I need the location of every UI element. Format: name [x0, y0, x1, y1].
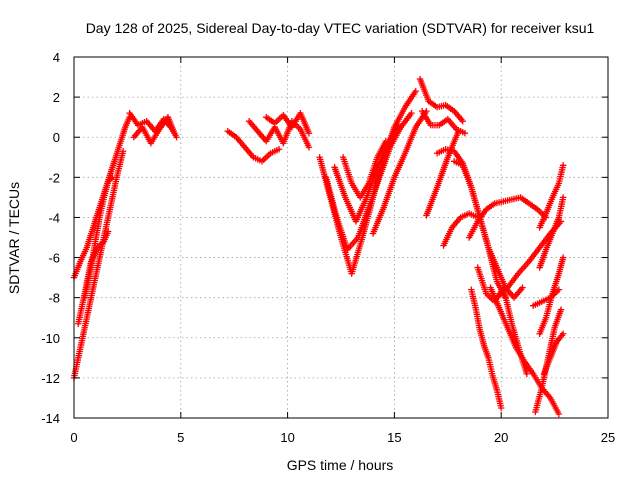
y-tick-label: -8 [48, 291, 60, 306]
x-tick-label: 20 [494, 430, 508, 445]
data-point [104, 228, 112, 235]
y-tick-label: -14 [41, 411, 60, 426]
series-arc-9 [263, 109, 313, 137]
series-arc-4 [75, 228, 112, 327]
data-point [275, 146, 283, 153]
series-arc-15 [416, 75, 466, 125]
axis-ticks [73, 56, 609, 419]
y-axis-label: SDTVAR / TECUs [6, 182, 22, 294]
x-tick-label: 0 [70, 430, 77, 445]
data-point [395, 121, 402, 129]
series-arc-27 [532, 306, 565, 416]
data-point [555, 410, 563, 418]
series-arc-24 [487, 284, 563, 418]
data-point [474, 214, 481, 221]
x-tick-label: 25 [601, 430, 615, 445]
y-tick-label: 4 [53, 50, 60, 65]
data-point [459, 117, 466, 125]
series-arc-21 [440, 210, 481, 249]
x-tick-label: 15 [387, 430, 401, 445]
series-arc-30 [540, 330, 567, 378]
series-arc-26 [536, 254, 567, 337]
data-point [519, 284, 526, 291]
data-point [557, 306, 565, 313]
data-point [109, 174, 116, 181]
data-points [70, 75, 567, 418]
data-point [559, 162, 567, 169]
plot-frame [73, 56, 609, 419]
data-point [173, 134, 180, 141]
series-arc-1 [70, 113, 133, 281]
x-tick-label: 5 [177, 430, 184, 445]
data-point [559, 254, 567, 261]
series-arc-20 [465, 194, 550, 241]
series-arc-17 [423, 128, 462, 219]
series-arc-14 [369, 107, 430, 237]
data-point [171, 130, 178, 137]
y-tick-label: -6 [48, 251, 60, 266]
data-point [305, 130, 313, 137]
data-point [559, 330, 567, 337]
x-tick-label: 10 [280, 430, 294, 445]
data-point [305, 144, 313, 151]
data-point [461, 130, 469, 137]
series-arc-19 [433, 146, 526, 301]
data-point [498, 404, 505, 412]
series-arc-12 [331, 121, 402, 225]
chart-title: Day 128 of 2025, Sidereal Day-to-day VTE… [86, 20, 595, 36]
series-arc-7 [224, 128, 283, 165]
data-point [555, 286, 563, 293]
series-arc-28 [536, 162, 567, 231]
series-arc-2 [70, 148, 127, 382]
y-tick-label: 0 [53, 130, 60, 145]
y-tick-label: -12 [41, 371, 60, 386]
data-point [412, 87, 419, 95]
series-arc-22 [468, 286, 505, 412]
data-point [523, 370, 531, 378]
y-tick-label: -4 [48, 210, 60, 225]
y-tick-labels: 4 2 0 -2 -4 -6 -8 -10 -12 -14 [41, 50, 60, 426]
y-tick-label: 2 [53, 90, 60, 105]
x-axis-label: GPS time / hours [287, 457, 394, 473]
data-point [408, 109, 415, 117]
data-point [119, 148, 127, 155]
series-arc-6 [130, 113, 178, 147]
data-point [382, 138, 390, 145]
data-point [107, 175, 115, 182]
y-tick-label: -2 [48, 170, 60, 185]
x-tick-labels: 0 5 10 15 20 25 [70, 430, 615, 445]
series-arc-29 [536, 194, 567, 271]
series-arc-13 [339, 138, 390, 201]
series-arc-31 [530, 286, 563, 309]
series-arc-16 [418, 107, 469, 137]
data-point [455, 128, 462, 135]
data-point [559, 194, 567, 201]
y-tick-label: -10 [41, 331, 60, 346]
